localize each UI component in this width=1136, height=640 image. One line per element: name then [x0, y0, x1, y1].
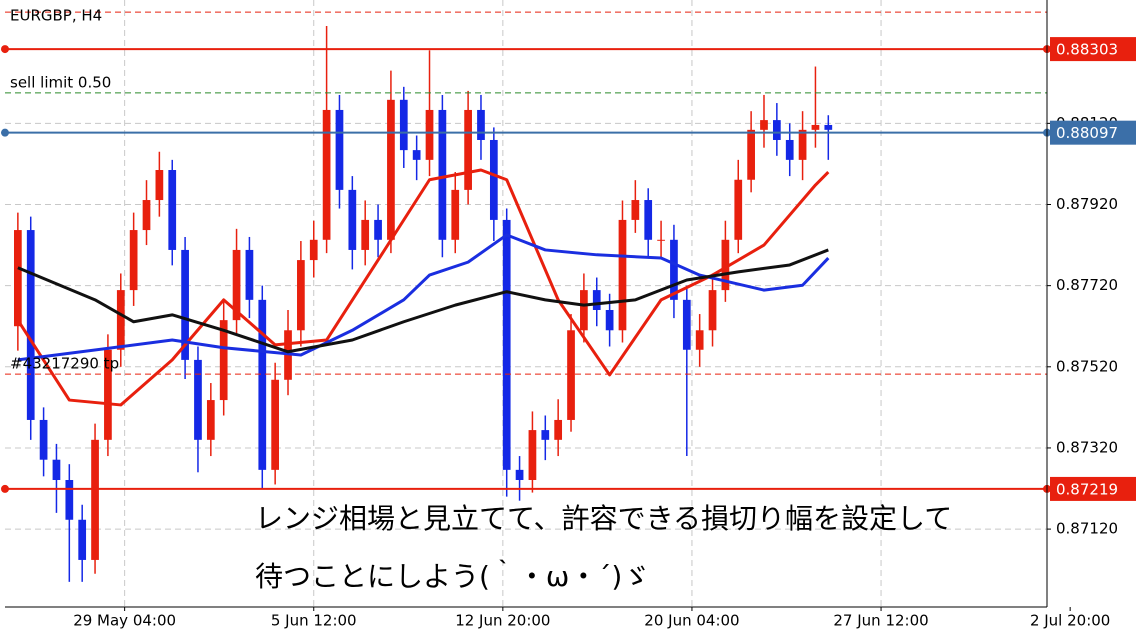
candle-body [747, 129, 755, 180]
candle-body [309, 239, 318, 261]
price-label-box [1050, 476, 1136, 501]
price-label: 0.88303 [1056, 41, 1118, 59]
candle-body [387, 99, 395, 240]
candle-body [91, 439, 99, 560]
x-tick-label: 29 May 04:00 [73, 612, 176, 630]
candle-body [477, 109, 485, 140]
candle-body [412, 150, 421, 160]
level-label: #43217290 tp [10, 355, 119, 373]
level-handle [1, 128, 9, 137]
candle-body [785, 139, 794, 160]
candle-body [489, 139, 498, 220]
level-handle [1, 484, 9, 493]
candle-body [605, 309, 614, 331]
moving-average [17, 233, 830, 362]
candle-body [554, 419, 563, 440]
x-tick-label: 5 Jun 12:00 [271, 612, 357, 630]
candle-body [335, 109, 344, 190]
candle-body [39, 419, 48, 460]
candle-body [644, 200, 653, 240]
y-tick-label: 0.87520 [1056, 357, 1118, 375]
candle-body [194, 359, 202, 440]
candle-body [682, 299, 691, 350]
candle-body [811, 124, 820, 130]
candle-body [567, 330, 575, 420]
candle-body [168, 170, 177, 250]
candle-body [155, 170, 164, 201]
price-label-box [1050, 120, 1136, 145]
y-tick-label: 0.87120 [1056, 520, 1118, 538]
candle-body [322, 109, 331, 240]
moving-average [16, 168, 830, 407]
candle-body [142, 200, 151, 231]
candle-body [528, 430, 537, 481]
candle-body [258, 299, 267, 470]
x-tick-label: 2 Jul 20:00 [1030, 612, 1110, 630]
annotation: 待つことにしよう(｀・ω・´)ゞ [255, 558, 650, 593]
candle-body [104, 349, 112, 440]
candle-body [824, 124, 833, 130]
price-label: 0.88097 [1056, 124, 1118, 142]
candle-body [206, 400, 215, 440]
candle-body [219, 320, 228, 401]
candle-body [78, 519, 87, 560]
candle-body [425, 109, 434, 160]
candle-body [451, 189, 460, 240]
candle-body [798, 129, 807, 160]
candle-body [502, 219, 511, 470]
chart-title: EURGBP, H4 [10, 7, 102, 25]
candle-body [399, 99, 408, 151]
candle-body [438, 109, 447, 240]
candle-body [271, 379, 280, 470]
x-tick-label: 20 Jun 04:00 [644, 612, 739, 630]
candle-body [181, 249, 189, 360]
candle-body [721, 239, 730, 291]
y-tick-label: 0.87320 [1056, 438, 1118, 456]
candle-body [464, 109, 472, 190]
y-tick-label: 0.87720 [1056, 276, 1118, 294]
candle-body [631, 200, 640, 220]
candle-body [361, 219, 370, 250]
candle-body [695, 330, 704, 350]
level-label: sell limit 0.50 [10, 73, 111, 91]
candle-body [297, 260, 305, 331]
candle-body [734, 179, 743, 240]
candle-body [374, 219, 382, 240]
candle-body [541, 430, 550, 440]
y-tick-label: 0.87920 [1056, 195, 1118, 213]
candle-body [129, 230, 138, 291]
candle-body [657, 239, 665, 241]
candle-body [515, 469, 524, 481]
candle-body [65, 480, 74, 520]
candle-body [670, 239, 678, 300]
moving-average [17, 248, 829, 354]
candle-body [580, 290, 588, 331]
annotation: レンジ相場と見立てて、許容できる損切り幅を設定して [255, 502, 952, 535]
candle-body [618, 219, 627, 331]
candle-body [232, 249, 241, 321]
candle-body [245, 249, 254, 300]
candle-body [592, 290, 601, 310]
x-tick-label: 12 Jun 20:00 [455, 612, 550, 630]
price-label-box [1050, 37, 1136, 62]
level-handle [1, 45, 9, 54]
candle-body [772, 120, 781, 140]
x-tick-label: 27 Jun 12:00 [833, 612, 928, 630]
candle-body [348, 189, 357, 250]
candle-body [26, 230, 35, 420]
candle-body [116, 290, 125, 350]
candle-body [708, 290, 717, 331]
price-label: 0.87219 [1056, 480, 1118, 498]
candle-body [760, 120, 768, 130]
candle-body [52, 459, 61, 481]
candle-body [14, 230, 22, 327]
